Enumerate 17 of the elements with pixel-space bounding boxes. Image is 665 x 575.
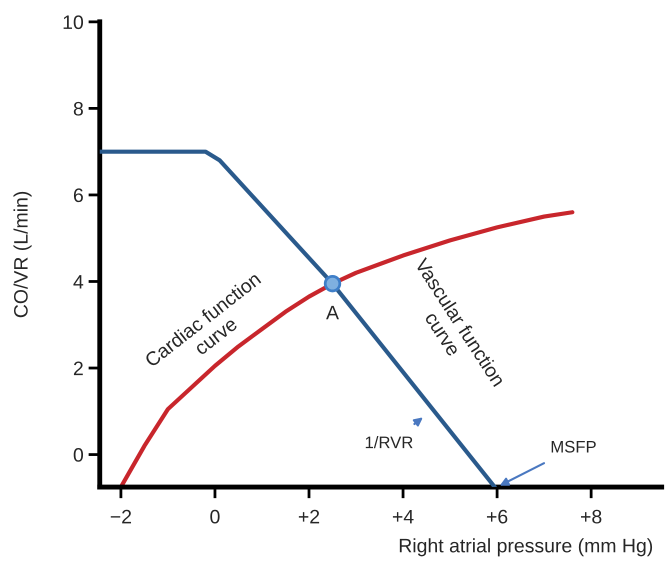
y-tick-label: 4 (73, 275, 84, 289)
x-axis-title: Right atrial pressure (mm Hg) (400, 538, 652, 556)
y-tick-label: 2 (74, 361, 83, 376)
x-tick-label: +8 (581, 510, 602, 524)
x-tick-label: +2 (298, 510, 320, 524)
annotation: MSFP (552, 440, 596, 453)
y-tick-label: 6 (74, 188, 83, 202)
x-tick-label: 0 (210, 510, 220, 524)
y-tick-label: 8 (74, 102, 83, 116)
y-axis-title: CO/VR (L/min) (13, 192, 32, 318)
annotation: 1/RVR (366, 436, 413, 448)
y-tick-label: 0 (74, 448, 84, 462)
x-tick-label: +6 (486, 510, 508, 524)
y-tick-label: 10 (64, 15, 84, 30)
annotation: A (326, 306, 339, 320)
x-tick-label: −2 (110, 510, 132, 524)
x-tick-label: +4 (392, 510, 414, 524)
